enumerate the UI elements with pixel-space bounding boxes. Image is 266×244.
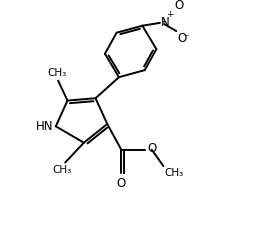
Text: O: O bbox=[148, 142, 157, 155]
Text: O: O bbox=[177, 32, 187, 45]
Text: HN: HN bbox=[35, 120, 53, 133]
Text: CH₃: CH₃ bbox=[165, 168, 184, 178]
Text: CH₃: CH₃ bbox=[52, 165, 71, 175]
Text: CH₃: CH₃ bbox=[47, 68, 66, 78]
Text: N: N bbox=[161, 16, 170, 29]
Text: ⁻: ⁻ bbox=[183, 33, 188, 43]
Text: O: O bbox=[117, 177, 126, 190]
Text: O: O bbox=[175, 0, 184, 12]
Text: +: + bbox=[167, 10, 174, 19]
